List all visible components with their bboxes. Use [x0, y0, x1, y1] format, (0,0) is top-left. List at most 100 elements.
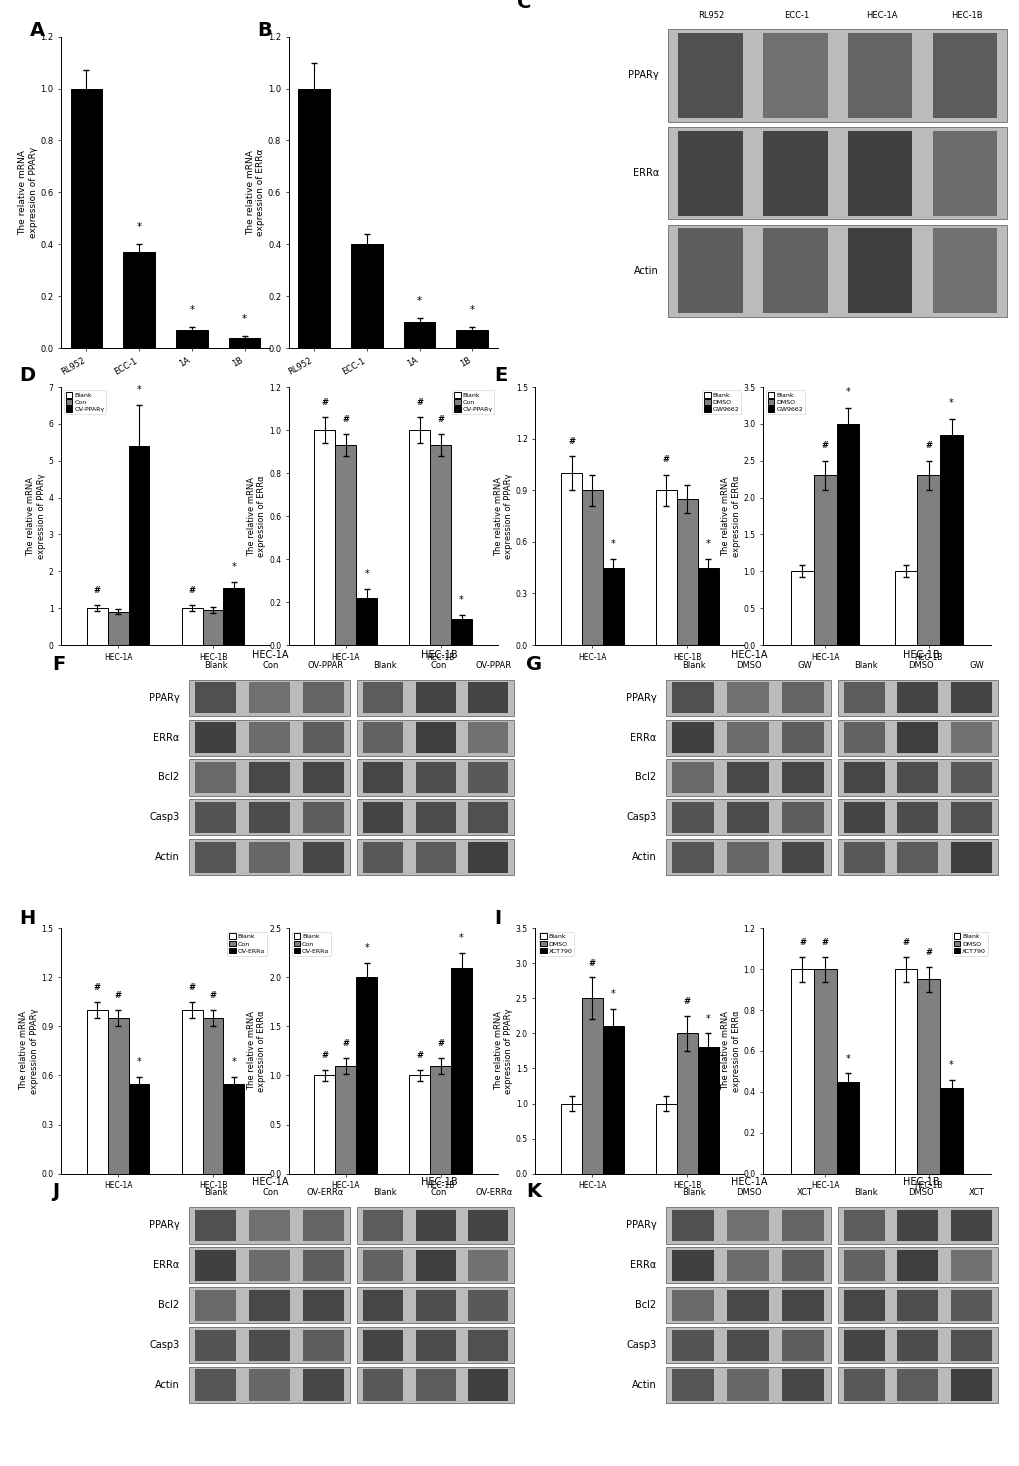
Bar [697, 567, 717, 645]
Bar [727, 721, 768, 754]
Text: D: D [19, 366, 36, 386]
Bar [916, 979, 940, 1173]
Bar [727, 1330, 768, 1360]
Bar [303, 1369, 343, 1400]
Bar [189, 1208, 350, 1243]
Bar [727, 1209, 768, 1242]
Bar [672, 721, 713, 754]
Bar [303, 762, 343, 793]
Legend: Blank, DMSO, GW9662: Blank, DMSO, GW9662 [702, 390, 741, 415]
Bar [897, 1369, 937, 1400]
Text: A: A [30, 21, 45, 40]
Bar [357, 1208, 514, 1243]
Text: E: E [493, 366, 506, 386]
Text: HEC-1B: HEC-1B [951, 10, 982, 21]
Bar [416, 802, 455, 833]
Text: K: K [526, 1183, 541, 1202]
Bar [189, 1287, 350, 1324]
Text: Casp3: Casp3 [149, 1340, 179, 1350]
Bar [813, 969, 836, 1173]
Legend: Blank, Con, OV-PPARγ: Blank, Con, OV-PPARγ [64, 390, 106, 415]
Bar [782, 721, 823, 754]
Bar [181, 1010, 203, 1173]
Text: *: * [242, 314, 247, 324]
Bar [782, 1330, 823, 1360]
Bar [303, 721, 343, 754]
Text: Casp3: Casp3 [626, 812, 655, 822]
Bar [303, 1249, 343, 1281]
Text: I: I [493, 909, 500, 928]
Text: #: # [821, 938, 828, 947]
Bar [357, 720, 514, 755]
Text: #: # [798, 938, 805, 947]
Bar [762, 34, 826, 117]
Bar [672, 762, 713, 793]
Text: Bcl2: Bcl2 [158, 773, 179, 783]
Text: #: # [588, 959, 595, 968]
Text: *: * [137, 1057, 142, 1067]
Bar [727, 841, 768, 872]
Text: HEC-1B: HEC-1B [902, 1177, 938, 1187]
Bar [249, 762, 289, 793]
Bar [782, 802, 823, 833]
Text: Blank: Blank [853, 1189, 876, 1198]
Text: #: # [342, 415, 348, 424]
Bar [335, 446, 356, 645]
Text: *: * [705, 1013, 710, 1023]
Text: Actin: Actin [634, 265, 658, 276]
Bar [672, 841, 713, 872]
Bar [655, 1104, 677, 1173]
Bar [847, 229, 912, 314]
Bar [843, 841, 883, 872]
Bar [836, 424, 859, 645]
Text: Bcl2: Bcl2 [635, 1300, 655, 1311]
Text: HEC-1A: HEC-1A [252, 1177, 288, 1187]
Text: #: # [568, 437, 575, 446]
Bar [409, 1076, 430, 1173]
Bar [843, 1290, 883, 1321]
Bar [416, 1330, 455, 1360]
Text: DMSO: DMSO [736, 661, 761, 670]
Bar [560, 474, 582, 645]
Text: Actin: Actin [631, 1380, 655, 1390]
Text: #: # [924, 949, 931, 957]
Bar [128, 446, 149, 645]
Bar [950, 1330, 990, 1360]
Bar [223, 1083, 244, 1173]
Bar [665, 1287, 829, 1324]
Text: Con: Con [262, 1189, 278, 1198]
Bar [363, 1369, 403, 1400]
Text: ERRα: ERRα [630, 733, 655, 743]
Bar [457, 330, 488, 347]
Text: #: # [821, 441, 828, 450]
Bar [409, 430, 430, 645]
Bar [665, 1366, 829, 1403]
Bar [189, 1327, 350, 1363]
Text: Blank: Blank [372, 1189, 396, 1198]
Text: ERRα: ERRα [153, 1261, 179, 1271]
Text: Casp3: Casp3 [626, 1340, 655, 1350]
Bar [249, 1369, 289, 1400]
Bar [195, 721, 235, 754]
Bar [837, 1287, 997, 1324]
Text: ECC-1: ECC-1 [783, 10, 808, 21]
Text: Actin: Actin [155, 852, 179, 862]
Bar [176, 330, 208, 347]
Text: *: * [459, 595, 464, 604]
Y-axis label: The relative mRNA
expression of ERRα: The relative mRNA expression of ERRα [720, 1010, 740, 1092]
Bar [189, 839, 350, 875]
Bar [351, 245, 382, 347]
Bar [678, 34, 742, 117]
Text: OV-ERRα: OV-ERRα [307, 1189, 343, 1198]
Y-axis label: The relative mRNA
expression of PPARγ: The relative mRNA expression of PPARγ [18, 147, 38, 237]
Text: Actin: Actin [631, 852, 655, 862]
Bar [416, 1369, 455, 1400]
Bar [468, 841, 507, 872]
Text: PPARγ: PPARγ [628, 70, 658, 81]
Text: Casp3: Casp3 [149, 812, 179, 822]
Text: DMSO: DMSO [908, 1189, 933, 1198]
Bar [897, 802, 937, 833]
Bar [450, 619, 472, 645]
Text: HEC-1A: HEC-1A [252, 649, 288, 660]
Bar [897, 721, 937, 754]
